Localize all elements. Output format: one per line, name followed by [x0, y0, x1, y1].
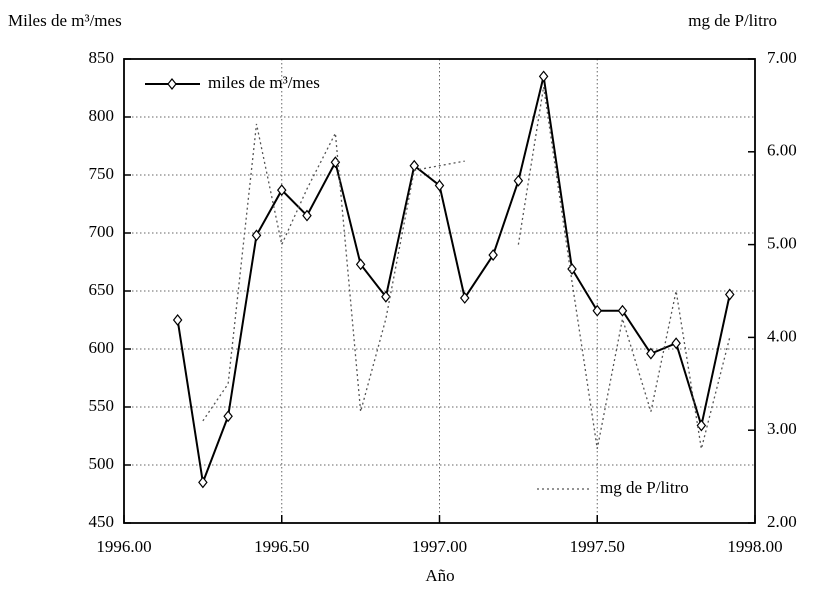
marker [172, 314, 183, 326]
plot-frame [123, 58, 756, 524]
marker [434, 179, 445, 192]
x-tick-label: 1997.50 [570, 537, 625, 556]
marker [302, 209, 312, 222]
marker [409, 159, 420, 172]
y-axis-title: Miles de m³/mes [8, 11, 122, 30]
marker [223, 410, 233, 423]
series-line [202, 86, 731, 449]
x-tick-label: 1996.50 [254, 537, 309, 556]
x-tick-label: 1997.00 [412, 537, 467, 556]
y-tick-label: 550 [89, 396, 115, 415]
y2-tick-label: 4.00 [767, 326, 797, 345]
legend-marker [167, 78, 177, 90]
y2-tick-label: 6.00 [767, 141, 797, 160]
y-tick-label: 800 [89, 106, 115, 125]
y2-tick-label: 7.00 [767, 48, 797, 67]
marker [617, 304, 628, 317]
y-tick-label: 600 [89, 338, 115, 357]
x-axis-title: Año [425, 566, 454, 585]
y-tick-label: 650 [89, 280, 115, 299]
marker [198, 476, 208, 489]
x-tick-label: 1996.00 [96, 537, 151, 556]
marker [646, 347, 656, 360]
y2-tick-label: 2.00 [767, 512, 797, 531]
marker [251, 229, 262, 242]
marker [459, 291, 470, 304]
y2-tick-label: 3.00 [767, 419, 797, 438]
y-tick-label: 500 [89, 454, 115, 473]
marker [513, 174, 524, 187]
marker [696, 419, 707, 432]
x-tick-label: 1998.00 [727, 537, 782, 556]
marker [724, 288, 735, 301]
y-tick-label: 700 [89, 222, 115, 241]
series-line [176, 76, 731, 487]
y-tick-label: 850 [89, 48, 115, 67]
y2-tick-label: 5.00 [767, 234, 797, 253]
y2-axis-title: mg de P/litro [688, 11, 777, 30]
legend-label: mg de P/litro [600, 478, 689, 497]
marker [276, 184, 287, 197]
y-tick-label: 450 [89, 512, 115, 531]
marker [538, 70, 549, 83]
marker [592, 304, 603, 317]
marker [355, 258, 366, 271]
marker [671, 337, 681, 350]
marker [381, 290, 391, 303]
marker [488, 249, 498, 262]
y-tick-label: 750 [89, 164, 115, 183]
legend-label: miles de m³/mes [208, 73, 320, 92]
